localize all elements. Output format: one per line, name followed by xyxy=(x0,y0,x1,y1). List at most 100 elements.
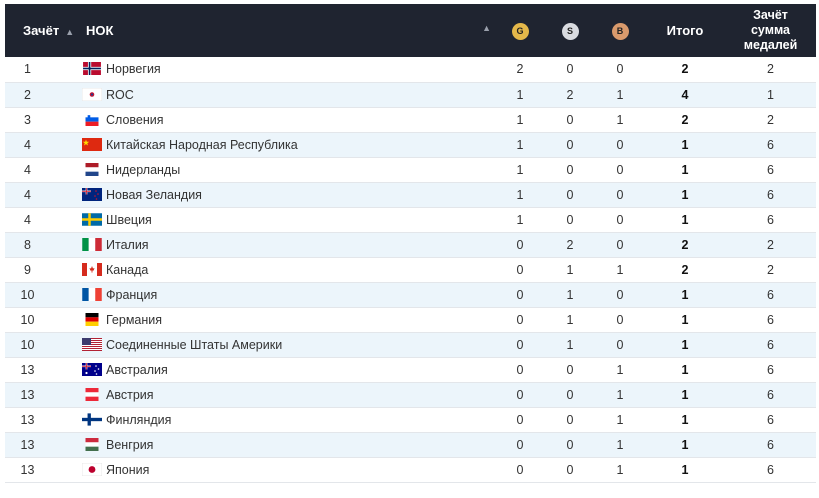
austria-flag-icon xyxy=(82,387,102,401)
total-count-cell: 2 xyxy=(681,62,689,77)
country-name: Словения xyxy=(106,112,164,127)
country-cell[interactable]: Швеция xyxy=(80,207,495,232)
country-name: Швеция xyxy=(106,212,152,227)
table-row[interactable]: 4 Нидерланды 1 0 0 1 6 xyxy=(5,157,816,182)
rank-cell: 1 xyxy=(24,62,31,77)
country-cell[interactable]: Австралия xyxy=(80,357,495,382)
silver-count-cell: 1 xyxy=(566,262,574,277)
table-row[interactable]: 10 Германия 0 1 0 1 6 xyxy=(5,307,816,332)
table-row[interactable]: 2 ROC 1 2 1 4 1 xyxy=(5,82,816,107)
gold-count-cell: 0 xyxy=(516,362,524,377)
table-row[interactable]: 8 Италия 0 2 0 2 2 xyxy=(5,232,816,257)
gold-count-cell: 0 xyxy=(516,437,524,452)
sum-rank-cell: 6 xyxy=(767,362,774,377)
table-row[interactable]: 10 Франция 0 1 0 1 6 xyxy=(5,282,816,307)
total-count-cell: 1 xyxy=(681,287,689,302)
table-row[interactable]: 4 Китайская Народная Республика 1 0 0 1 6 xyxy=(5,132,816,157)
gold-medal-icon: G xyxy=(511,22,529,40)
noc-column-header[interactable]: НОК ▲︎ xyxy=(80,4,495,57)
country-cell[interactable]: Китайская Народная Республика xyxy=(80,132,495,157)
bronze-column-header[interactable]: B xyxy=(595,4,645,57)
country-cell[interactable]: Словения xyxy=(80,107,495,132)
table-row[interactable]: 3 Словения 1 0 1 2 2 xyxy=(5,107,816,132)
table-row[interactable]: 13 Венгрия 0 0 1 1 6 xyxy=(5,432,816,457)
gold-count-cell: 1 xyxy=(516,187,524,202)
total-header-label: Итого xyxy=(666,23,704,38)
gold-column-header[interactable]: G xyxy=(495,4,545,57)
country-cell[interactable]: Япония xyxy=(80,457,495,482)
bronze-count-cell: 1 xyxy=(616,412,624,427)
country-cell[interactable]: Италия xyxy=(80,232,495,257)
country-name: Австрия xyxy=(106,387,154,402)
sum-header-line: сумма xyxy=(750,23,791,37)
gold-count-cell: 0 xyxy=(516,287,524,302)
country-cell[interactable]: Канада xyxy=(80,257,495,282)
china-flag-icon xyxy=(82,137,102,151)
country-name: Венгрия xyxy=(106,437,154,452)
silver-count-cell: 0 xyxy=(566,462,574,477)
sort-icon[interactable]: ▲︎ xyxy=(65,27,75,37)
sort-icon[interactable]: ▲︎ xyxy=(482,23,491,33)
table-row[interactable]: 10 Соединенные Штаты Америки 0 1 0 1 6 xyxy=(5,332,816,357)
country-cell[interactable]: Австрия xyxy=(80,382,495,407)
table-row[interactable]: 4 Швеция 1 0 0 1 6 xyxy=(5,207,816,232)
rank-header-label: Зачёт xyxy=(23,23,60,38)
country-name: Италия xyxy=(106,237,149,252)
usa-flag-icon xyxy=(82,337,102,351)
rank-cell: 13 xyxy=(20,412,35,427)
total-count-cell: 1 xyxy=(681,162,689,177)
country-cell[interactable]: ROC xyxy=(80,82,495,107)
sum-rank-cell: 6 xyxy=(767,312,774,327)
silver-count-cell: 0 xyxy=(566,212,574,227)
rank-column-header[interactable]: Зачёт ▲︎ xyxy=(5,4,80,57)
gold-count-cell: 0 xyxy=(516,237,524,252)
country-cell[interactable]: Соединенные Штаты Америки xyxy=(80,332,495,357)
silver-count-cell: 0 xyxy=(566,62,574,77)
sum-rank-column-header[interactable]: Зачёт сумма медалей xyxy=(725,4,816,57)
table-row[interactable]: 13 Австрия 0 0 1 1 6 xyxy=(5,382,816,407)
country-cell[interactable]: Норвегия xyxy=(80,57,495,82)
italy-flag-icon xyxy=(82,237,102,251)
sum-rank-cell: 6 xyxy=(767,337,774,352)
table-row[interactable]: 13 Австралия 0 0 1 1 6 xyxy=(5,357,816,382)
total-count-cell: 2 xyxy=(681,112,689,127)
silver-column-header[interactable]: S xyxy=(545,4,595,57)
country-cell[interactable]: Новая Зеландия xyxy=(80,182,495,207)
country-cell[interactable]: Финляндия xyxy=(80,407,495,432)
rank-cell: 13 xyxy=(20,462,35,477)
table-row[interactable]: 1 Норвегия 2 0 0 2 2 xyxy=(5,57,816,82)
country-cell[interactable]: Нидерланды xyxy=(80,157,495,182)
bronze-count-cell: 0 xyxy=(616,137,624,152)
bronze-count-cell: 1 xyxy=(616,387,624,402)
table-row[interactable]: 4 Новая Зеландия 1 0 0 1 6 xyxy=(5,182,816,207)
japan-flag-icon xyxy=(82,462,102,476)
total-count-cell: 2 xyxy=(681,237,689,252)
total-count-cell: 2 xyxy=(681,262,689,277)
gold-count-cell: 1 xyxy=(516,137,524,152)
table-row[interactable]: 13 Япония 0 0 1 1 6 xyxy=(5,457,816,482)
sum-rank-cell: 6 xyxy=(767,187,774,202)
sum-header-line: Зачёт xyxy=(753,8,788,22)
netherlands-flag-icon xyxy=(82,162,102,176)
australia-flag-icon xyxy=(82,362,102,376)
sum-rank-cell: 6 xyxy=(767,212,774,227)
bronze-medal-icon: B xyxy=(611,22,629,40)
total-column-header[interactable]: Итого xyxy=(645,4,725,57)
country-name: Франция xyxy=(106,287,158,302)
table-row[interactable]: 9 Канада 0 1 1 2 2 xyxy=(5,257,816,282)
silver-count-cell: 0 xyxy=(566,187,574,202)
gold-count-cell: 0 xyxy=(516,462,524,477)
roc-flag-icon xyxy=(82,87,102,101)
table-row[interactable]: 13 Финляндия 0 0 1 1 6 xyxy=(5,407,816,432)
rank-cell: 2 xyxy=(24,87,31,102)
bronze-count-cell: 1 xyxy=(616,462,624,477)
bronze-count-cell: 1 xyxy=(616,112,624,127)
country-cell[interactable]: Германия xyxy=(80,307,495,332)
table-header-row: Зачёт ▲︎ НОК ▲︎ G S B Итого Зачёт сумма ме… xyxy=(5,4,816,57)
country-cell[interactable]: Венгрия xyxy=(80,432,495,457)
sum-rank-cell: 2 xyxy=(767,237,774,252)
bronze-count-cell: 0 xyxy=(616,237,624,252)
country-cell[interactable]: Франция xyxy=(80,282,495,307)
sum-rank-cell: 6 xyxy=(767,287,774,302)
gold-count-cell: 0 xyxy=(516,412,524,427)
